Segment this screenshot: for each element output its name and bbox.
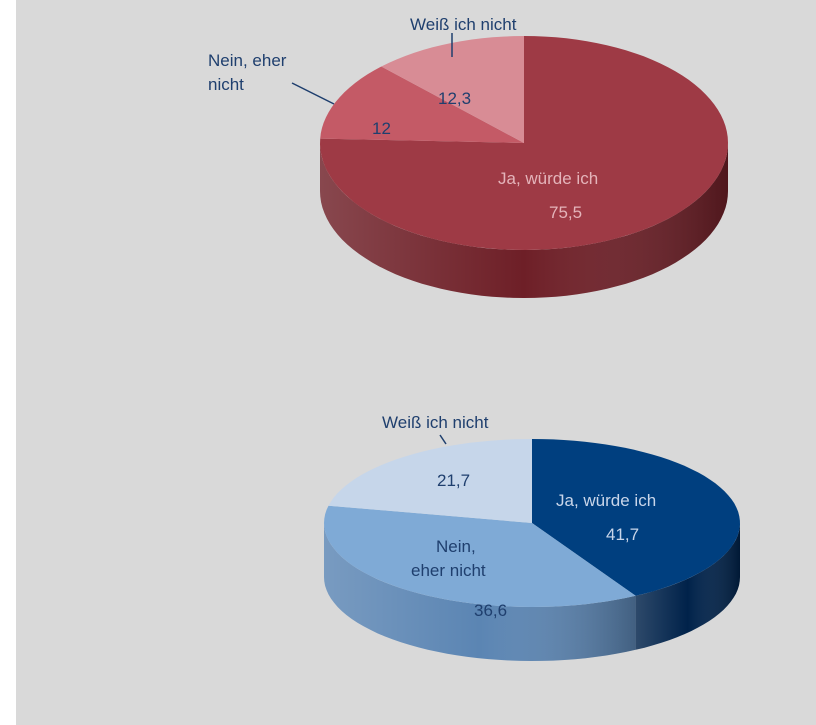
chart1-slice-2: [381, 36, 524, 143]
chart2-slice-2: [328, 439, 532, 523]
chart1-category-label-ja: Ja, würde ich: [498, 169, 598, 188]
chart2-category-label-ja: Ja, würde ich: [556, 491, 656, 510]
chart2-slice-1: [324, 505, 636, 607]
chart1-category-label-nein-line1: Nein, eher: [208, 51, 287, 70]
chart2-labels: Weiß ich nicht 21,7 Ja, würde ich 41,7 N…: [382, 413, 656, 620]
pie-chart-2: Weiß ich nicht 21,7 Ja, würde ich 41,7 N…: [324, 413, 740, 661]
chart1-leader-lines: [291, 33, 453, 105]
chart2-leader-lines: [439, 434, 447, 445]
chart2-slice-0: [532, 439, 740, 596]
chart1-value-label-weiss: 12,3: [438, 89, 471, 108]
chart2-category-label-nein-line2: eher nicht: [411, 561, 486, 580]
chart2-category-label-weiss: Weiß ich nicht: [382, 413, 489, 432]
chart2-value-label-ja: 41,7: [606, 525, 639, 544]
chart-panel: Weiß ich nicht Nein, eher nicht 12,3 12 …: [16, 0, 816, 725]
chart2-category-label-nein-line1: Nein,: [436, 537, 476, 556]
chart1-labels: Weiß ich nicht Nein, eher nicht 12,3 12 …: [208, 15, 598, 222]
chart2-slice-side-shade-1: [324, 523, 636, 661]
chart1-slice-1: [320, 66, 524, 143]
chart2-slice-side-shade-0: [635, 523, 740, 650]
chart1-value-label-ja: 75,5: [549, 203, 582, 222]
chart1-category-label-nein-line2: nicht: [208, 75, 244, 94]
chart2-value-label-weiss: 21,7: [437, 471, 470, 490]
charts-svg: Weiß ich nicht Nein, eher nicht 12,3 12 …: [208, 15, 740, 661]
chart2-leader-weiss: [439, 434, 447, 445]
chart1-leader-nein: [291, 82, 335, 105]
pie-chart-1: Weiß ich nicht Nein, eher nicht 12,3 12 …: [208, 15, 728, 298]
chart2-value-label-nein: 36,6: [474, 601, 507, 620]
chart1-category-label-weiss: Weiß ich nicht: [410, 15, 517, 34]
chart1-slice-side-shade-0: [320, 143, 728, 298]
chart1-value-label-nein: 12: [372, 119, 391, 138]
